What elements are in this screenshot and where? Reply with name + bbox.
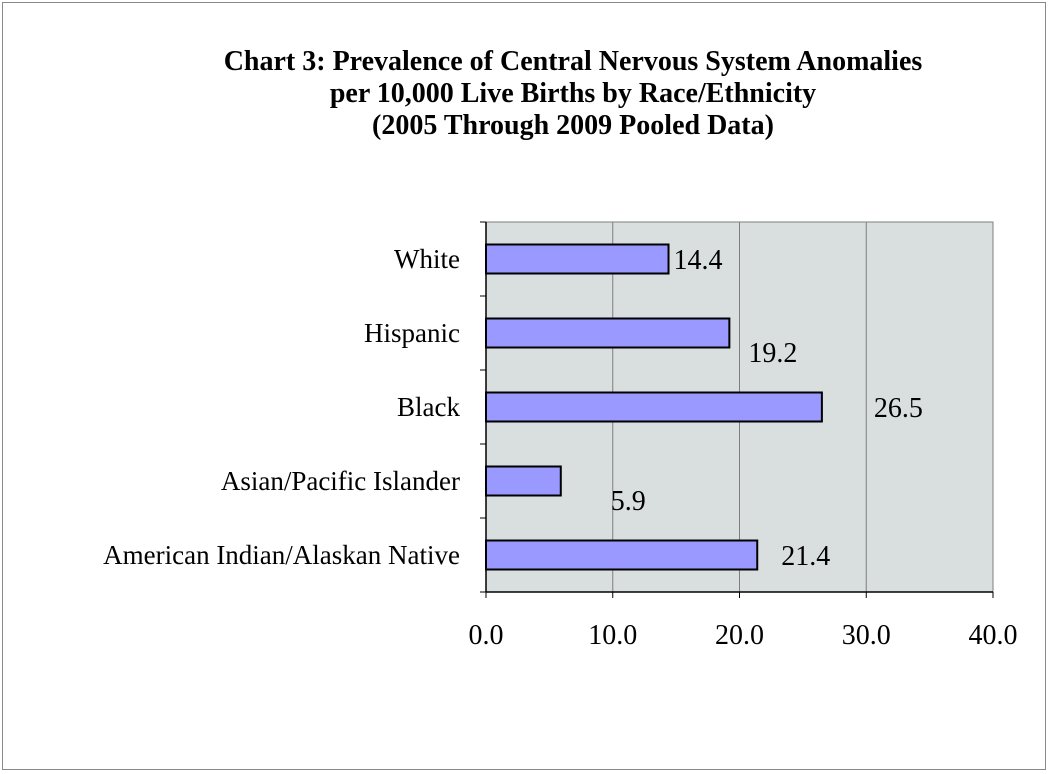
- data-label: 14.4: [674, 245, 723, 276]
- category-label: White: [394, 244, 460, 274]
- bar: [485, 317, 731, 349]
- bar: [485, 391, 823, 423]
- x-tick-label: 40.0: [969, 620, 1018, 651]
- category-label: Hispanic: [364, 318, 460, 348]
- bar: [485, 243, 670, 275]
- x-tick-label: 30.0: [842, 620, 891, 651]
- category-label: Asian/Pacific Islander: [221, 466, 460, 496]
- bar: [485, 465, 562, 497]
- bars: [485, 243, 823, 571]
- x-tick-label: 10.0: [588, 620, 637, 651]
- chart-title-line-2: per 10,000 Live Births by Race/Ethnicity: [329, 78, 817, 109]
- data-label: 21.4: [781, 541, 830, 572]
- data-label: 5.9: [611, 486, 646, 517]
- x-tick-labels: 0.0 10.0 20.0 30.0 40.0: [469, 620, 1018, 651]
- axes: [480, 221, 994, 598]
- data-label: 26.5: [874, 393, 923, 424]
- value-labels: 14.4 19.2 26.5 5.9 21.4: [611, 245, 923, 572]
- x-tick-label: 20.0: [715, 620, 764, 651]
- chart-title-line-3: (2005 Through 2009 Pooled Data): [372, 110, 774, 141]
- category-labels: White Hispanic Black Asian/Pacific Islander…: [103, 244, 460, 570]
- category-label: Black: [397, 392, 460, 422]
- chart-title: Chart 3: Prevalence of Central Nervous S…: [0, 46, 1050, 142]
- chart-title-line-1: Chart 3: Prevalence of Central Nervous S…: [223, 46, 923, 77]
- x-tick-label: 0.0: [469, 620, 504, 651]
- data-label: 19.2: [748, 338, 797, 369]
- category-label: American Indian/Alaskan Native: [103, 540, 460, 570]
- bar: [485, 539, 759, 571]
